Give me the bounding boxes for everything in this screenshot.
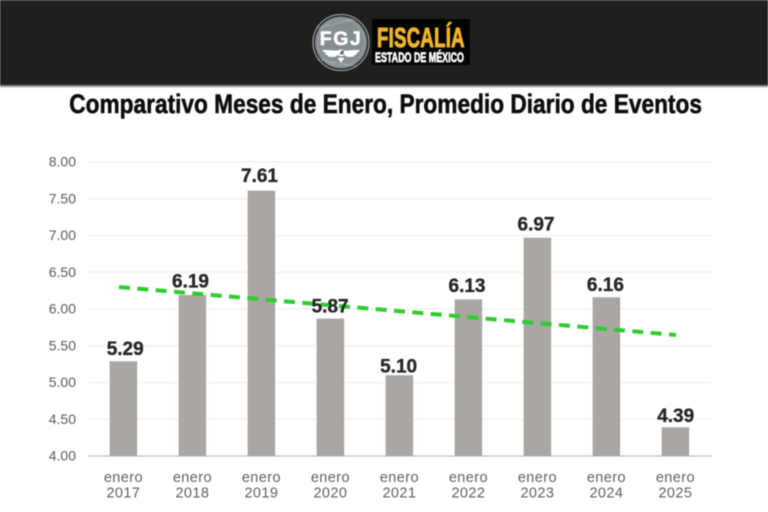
svg-text:4.39: 4.39 — [657, 406, 694, 427]
svg-text:2019: 2019 — [244, 486, 278, 502]
svg-text:FGJ: FGJ — [320, 28, 362, 50]
svg-text:enero: enero — [449, 470, 488, 486]
svg-text:E S T A D O D E M E X I C O: E S T A D O D E M E X I C O — [318, 58, 357, 69]
svg-text:2025: 2025 — [658, 486, 692, 502]
svg-text:6.16: 6.16 — [587, 275, 624, 296]
svg-text:4.50: 4.50 — [49, 411, 76, 427]
svg-text:4.00: 4.00 — [49, 448, 76, 464]
svg-text:7.00: 7.00 — [49, 227, 76, 243]
svg-text:5.29: 5.29 — [107, 339, 144, 360]
svg-text:enero: enero — [311, 470, 350, 486]
svg-text:7.50: 7.50 — [49, 190, 76, 206]
svg-text:5.50: 5.50 — [49, 337, 76, 353]
svg-text:2018: 2018 — [175, 486, 209, 502]
svg-text:7.61: 7.61 — [241, 166, 278, 187]
svg-text:5.87: 5.87 — [312, 297, 349, 318]
svg-text:6.19: 6.19 — [172, 272, 209, 293]
svg-text:enero: enero — [104, 470, 143, 486]
svg-text:enero: enero — [380, 470, 419, 486]
svg-text:6.97: 6.97 — [518, 215, 555, 236]
svg-text:2021: 2021 — [382, 486, 416, 502]
svg-text:5.10: 5.10 — [380, 357, 417, 378]
svg-text:2020: 2020 — [313, 486, 347, 502]
svg-text:6.50: 6.50 — [49, 264, 76, 280]
svg-text:enero: enero — [587, 470, 626, 486]
svg-text:enero: enero — [656, 470, 695, 486]
svg-text:2023: 2023 — [520, 486, 554, 502]
svg-text:2017: 2017 — [106, 486, 140, 502]
svg-text:enero: enero — [242, 470, 281, 486]
svg-text:enero: enero — [173, 470, 212, 486]
svg-text:8.00: 8.00 — [49, 154, 76, 170]
svg-text:6.13: 6.13 — [449, 276, 486, 297]
svg-text:5.00: 5.00 — [49, 374, 76, 390]
svg-text:2024: 2024 — [589, 486, 623, 502]
svg-text:enero: enero — [518, 470, 557, 486]
svg-text:2022: 2022 — [451, 486, 485, 502]
svg-text:6.00: 6.00 — [49, 301, 76, 317]
